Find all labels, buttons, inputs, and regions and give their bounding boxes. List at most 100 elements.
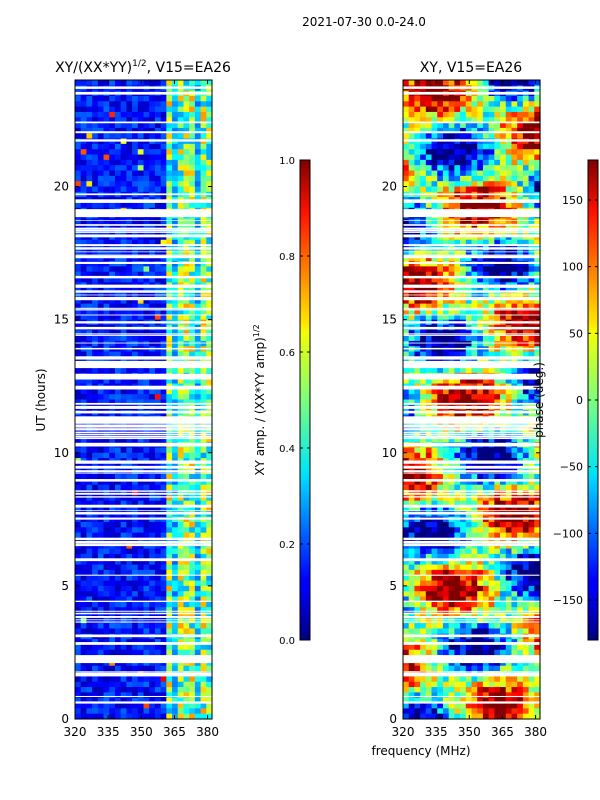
- panel2-cell: [517, 165, 524, 172]
- panel1-cell: [109, 474, 116, 480]
- panel2-cell: [477, 330, 484, 337]
- panel1-cell: [183, 676, 190, 683]
- panel1-cell: [75, 521, 82, 528]
- panel1-cell: [154, 601, 162, 608]
- panel1-cell: [86, 601, 93, 608]
- panel1-cell: [120, 665, 127, 672]
- panel1-cell: [103, 298, 110, 305]
- panel1-cell: [114, 170, 122, 177]
- panel1-cell: [172, 687, 179, 693]
- panel2-cell: [528, 436, 535, 443]
- panel1-cell: [75, 165, 82, 172]
- panel1-cell: [75, 255, 82, 262]
- panel1-cell: [120, 580, 127, 587]
- panel2-cell: [482, 202, 490, 209]
- panel2-cell: [460, 223, 467, 230]
- panel1-cell: [143, 543, 150, 550]
- panel2-cell: [528, 117, 535, 124]
- panel2-cell: [511, 447, 518, 454]
- panel1-cell: [103, 149, 110, 156]
- panel1-cell: [114, 543, 122, 550]
- panel1-cell: [149, 607, 156, 614]
- panel1-cell: [120, 186, 127, 193]
- panel1-cell: [154, 330, 162, 337]
- panel2-cell: [403, 271, 410, 278]
- panel2-cell: [500, 479, 507, 486]
- panel1-cell: [80, 170, 88, 177]
- panel2-cell: [488, 117, 495, 124]
- panel2-cell: [477, 255, 484, 262]
- panel1-cell: [126, 708, 133, 715]
- panel2-cell: [465, 223, 473, 230]
- panel1-cell: [206, 218, 213, 225]
- panel1-cell: [109, 484, 116, 491]
- panel1-cell: [86, 388, 93, 395]
- panel1-cell: [120, 474, 127, 480]
- panel1-cell: [206, 165, 213, 172]
- panel1-cell: [183, 335, 190, 342]
- panel1-cell: [137, 452, 145, 459]
- panel2-cell: [448, 218, 455, 225]
- panel2-cell: [517, 181, 524, 188]
- panel2-cell: [420, 378, 427, 385]
- panel2-cell: [505, 447, 513, 454]
- panel1-cell: [137, 506, 145, 512]
- panel2-cell: [511, 356, 518, 363]
- panel1-cell: [137, 239, 145, 246]
- panel1-cell: [172, 591, 179, 598]
- panel1-cell: [154, 596, 162, 603]
- panel1-cell: [177, 80, 185, 86]
- panel2-cell: [500, 218, 507, 225]
- panel1-cell: [103, 378, 110, 385]
- panel1-cell: [166, 580, 173, 587]
- panel1-cell: [189, 644, 196, 651]
- panel2-cell: [488, 378, 495, 385]
- panel1-cell: [120, 713, 127, 720]
- panel2-cell: [425, 500, 433, 507]
- panel2-cell: [511, 378, 518, 385]
- panel1-cell: [177, 261, 185, 267]
- panel2-cell: [465, 133, 473, 140]
- panel2-cell: [488, 122, 495, 129]
- panel2-cell: [500, 250, 507, 257]
- panel1-cell: [154, 388, 162, 395]
- panel2-cell: [465, 293, 473, 299]
- panel2-cell: [408, 261, 416, 267]
- panel2-cell: [500, 308, 507, 315]
- panel2-cell: [431, 223, 438, 230]
- panel1-cell: [172, 106, 179, 113]
- panel2-cell: [482, 303, 490, 310]
- panel2-cell: [431, 436, 438, 443]
- panel1-cell: [189, 170, 196, 177]
- panel1-cell: [114, 623, 122, 630]
- panel2-cell: [522, 181, 530, 188]
- panel1-cell: [183, 351, 190, 358]
- panel2-cell: [437, 447, 444, 454]
- panel1-cell: [177, 649, 185, 656]
- panel1-cell: [149, 681, 156, 688]
- panel2-cell: [403, 101, 410, 108]
- panel1-cell: [172, 186, 179, 193]
- panel1-cell: [160, 239, 167, 246]
- panel1-cell: [143, 532, 150, 539]
- panel1-title-exp: 1/2: [132, 59, 146, 69]
- panel2-cell: [448, 356, 455, 363]
- panel2-cell: [494, 495, 501, 502]
- panel1-cell: [132, 697, 139, 704]
- panel1-cell: [86, 543, 93, 550]
- panel2-cell: [460, 367, 467, 374]
- panel1-cell: [177, 133, 185, 140]
- panel2-cell: [488, 303, 495, 310]
- panel1-cell: [143, 80, 150, 86]
- panel2-cell: [488, 298, 495, 305]
- panel1-cell: [160, 218, 167, 225]
- panel1-cell: [103, 399, 110, 406]
- panel2-cell: [465, 447, 473, 454]
- panel1-cell: [86, 117, 93, 124]
- panel1-cell: [114, 452, 122, 459]
- panel2-cell: [471, 202, 478, 209]
- panel1-cell: [166, 649, 173, 656]
- panel2-cell: [517, 335, 524, 342]
- panel1-cell: [132, 218, 139, 225]
- panel1-cell: [143, 447, 150, 454]
